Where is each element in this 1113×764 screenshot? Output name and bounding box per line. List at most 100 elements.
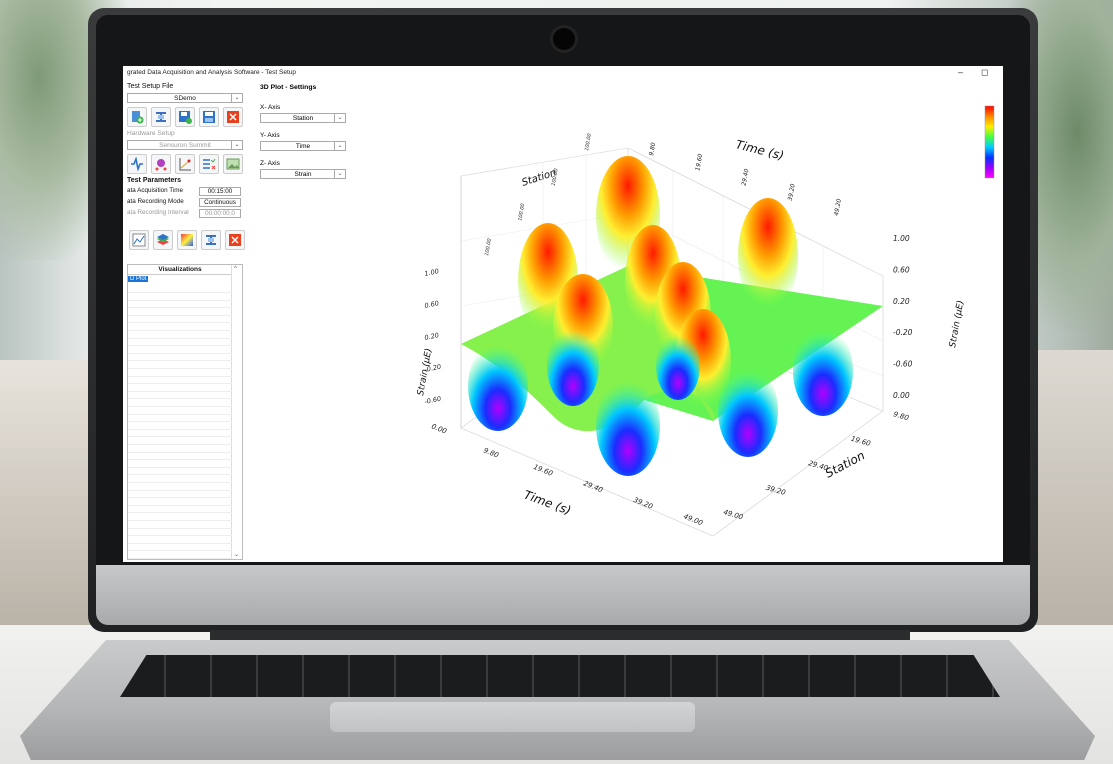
list-row xyxy=(128,376,232,385)
station-tick-front: 29.40 xyxy=(807,459,829,472)
z-axis-dropdown[interactable]: Strain ⌄ xyxy=(260,169,346,179)
list-row xyxy=(128,452,232,461)
axes-button[interactable] xyxy=(175,154,195,174)
time-axis-label-front: Time (s) xyxy=(522,488,573,518)
list-row xyxy=(128,407,232,415)
trackpad xyxy=(330,702,695,732)
chevron-down-icon[interactable]: ⌄ xyxy=(334,114,345,122)
strain-tick-left: 0.20 xyxy=(424,331,440,342)
station-tick-back: 100.00 xyxy=(584,133,593,151)
new-file-button[interactable] xyxy=(127,107,147,127)
acquisition-time-input[interactable]: 00:15:00 xyxy=(199,187,241,196)
y-axis-value: Time xyxy=(295,143,311,150)
chevron-down-icon[interactable]: ⌄ xyxy=(334,170,345,178)
time-tick-front: 29.40 xyxy=(582,479,604,494)
list-row xyxy=(128,346,232,354)
list-row xyxy=(128,315,232,324)
list-row xyxy=(128,323,232,331)
maximize-button[interactable]: ◻ xyxy=(981,67,989,77)
list-row xyxy=(128,391,232,400)
test-parameters-label: Test Parameters xyxy=(127,177,181,184)
import-viz-button[interactable] xyxy=(201,230,221,250)
strain-tick-right: -0.60 xyxy=(893,360,913,369)
list-row xyxy=(128,308,232,316)
strain-tick-left: 0.60 xyxy=(424,299,440,310)
time-tick-front: 19.60 xyxy=(532,463,554,478)
minimize-button[interactable]: – xyxy=(958,67,964,77)
param-label: ata Recording Interval xyxy=(127,209,189,216)
hardware-setup-dropdown[interactable]: Sensuron Summit ⌄ xyxy=(127,140,243,150)
test-setup-file-value: SDemo xyxy=(174,95,196,102)
save-as-button[interactable] xyxy=(199,107,219,127)
import-icon xyxy=(156,112,166,122)
list-row xyxy=(128,498,232,506)
signal-button[interactable] xyxy=(127,154,147,174)
image-button[interactable] xyxy=(223,154,243,174)
window-title: grated Data Acquisition and Analysis Sof… xyxy=(127,69,296,76)
surface xyxy=(461,156,883,476)
station-tick-front: 49.00 xyxy=(722,508,744,521)
import-button[interactable] xyxy=(151,107,171,127)
visualizations-list[interactable]: Visualizations D Plot ^ ⌄ xyxy=(127,264,243,560)
settings-title: 3D Plot - Settings xyxy=(260,84,317,91)
test-setup-file-dropdown[interactable]: SDemo ⌄ xyxy=(127,93,243,103)
laptop-chin xyxy=(96,565,1030,625)
delete-icon xyxy=(229,234,241,246)
delete-viz-button[interactable] xyxy=(225,230,245,250)
list-row xyxy=(128,331,232,339)
list-item[interactable]: D Plot xyxy=(128,276,149,282)
recording-mode-select[interactable]: Continuous xyxy=(199,198,241,207)
list-row xyxy=(128,353,232,362)
time-tick-front: 9.80 xyxy=(482,446,500,459)
list-row xyxy=(128,551,232,559)
param-recording-interval: ata Recording Interval 00:00:00.0 xyxy=(127,209,243,219)
chevron-down-icon[interactable]: ⌄ xyxy=(231,94,242,102)
list-row xyxy=(128,467,232,476)
strain-axis-label-right: Strain (µE) xyxy=(948,300,966,349)
list-row xyxy=(128,543,232,552)
list-row xyxy=(128,422,232,430)
list-row xyxy=(128,528,232,537)
recording-interval-input[interactable]: 00:00:00.0 xyxy=(199,209,241,218)
sensor-button[interactable] xyxy=(151,154,171,174)
chevron-up-icon[interactable]: ^ xyxy=(234,266,237,272)
station-axis-label-front: Station xyxy=(823,448,867,480)
3d-surface-plot[interactable]: Time (s) Station Strain (µE) Strain (µE)… xyxy=(123,66,1003,562)
image-icon xyxy=(226,158,240,170)
line-chart-icon xyxy=(132,233,146,247)
time-tick-back: 19.60 xyxy=(694,153,704,171)
test-setup-file-label: Test Setup File xyxy=(127,83,174,90)
strain-tick-right: 1.00 xyxy=(893,234,910,243)
chevron-down-icon[interactable]: ⌄ xyxy=(334,142,345,150)
time-tick-back: 9.80 xyxy=(648,142,657,157)
layers-button[interactable] xyxy=(153,230,173,250)
title-bar: grated Data Acquisition and Analysis Sof… xyxy=(123,66,1003,80)
station-tick-back: 100.00 xyxy=(517,203,526,221)
y-axis-dropdown[interactable]: Time ⌄ xyxy=(260,141,346,151)
x-axis-label: X- Axis xyxy=(260,104,281,111)
station-tick-front: 9.80 xyxy=(892,410,910,422)
time-tick-front: 39.20 xyxy=(632,496,654,511)
list-check-button[interactable] xyxy=(199,154,219,174)
line-chart-button[interactable] xyxy=(129,230,149,250)
param-acquisition-time: ata Acquisition Time 00:15:00 xyxy=(127,187,243,197)
time-tick-back: 49.20 xyxy=(833,198,843,216)
station-tick-back: 100.00 xyxy=(484,238,493,256)
shelf-left xyxy=(0,360,95,640)
chevron-down-icon[interactable]: ⌄ xyxy=(231,141,242,149)
list-row xyxy=(128,429,232,438)
list-row xyxy=(128,521,232,529)
param-recording-mode: ata Recording Mode Continuous xyxy=(127,198,243,208)
delete-file-button[interactable] xyxy=(223,107,243,127)
list-row xyxy=(128,505,232,514)
time-tick-front: 49.00 xyxy=(682,512,704,527)
heatmap-button[interactable] xyxy=(177,230,197,250)
heatmap-icon xyxy=(181,234,193,246)
x-axis-dropdown[interactable]: Station ⌄ xyxy=(260,113,346,123)
chevron-down-icon[interactable]: ⌄ xyxy=(234,552,240,558)
save-button[interactable] xyxy=(175,107,195,127)
scrollbar[interactable]: ^ ⌄ xyxy=(231,265,242,559)
list-row xyxy=(128,369,232,377)
list-row xyxy=(128,513,232,521)
station-tick-back: 100.00 xyxy=(551,168,560,186)
